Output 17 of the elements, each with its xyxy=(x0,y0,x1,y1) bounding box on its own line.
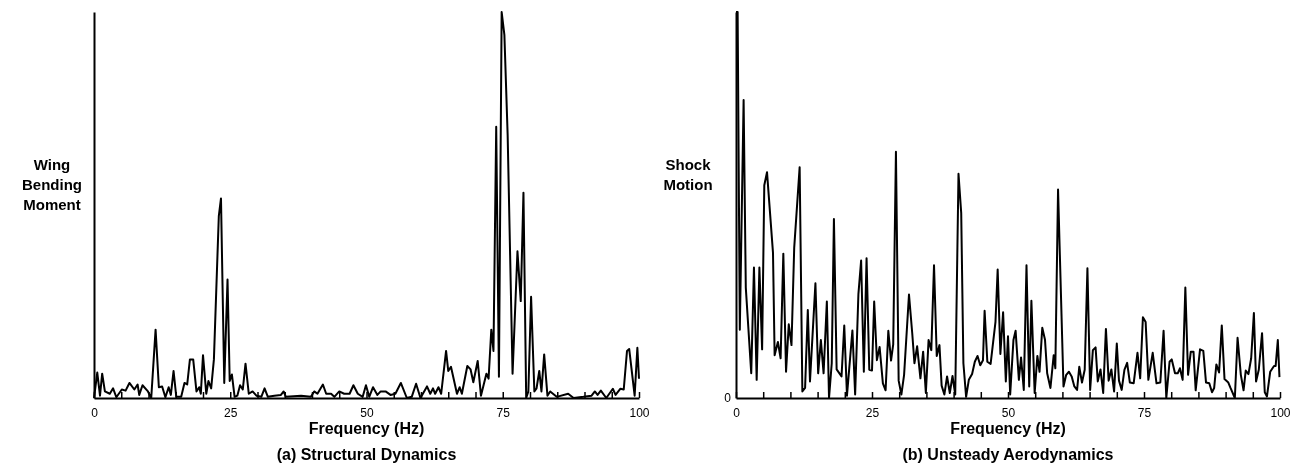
x-tick-label: 25 xyxy=(224,405,238,420)
x-tick-label: 75 xyxy=(1137,405,1152,420)
x-tick-label: 0 xyxy=(91,405,99,420)
x-tick-label: 100 xyxy=(1270,405,1291,420)
x-axis-title: Frequency (Hz) xyxy=(950,420,1066,437)
text: (b) Unsteady Aerodynamics xyxy=(902,446,1114,463)
x-tick-label: 100 xyxy=(629,405,650,420)
x-axis-title: Frequency (Hz) xyxy=(308,420,425,437)
text: (a) Structural Dynamics xyxy=(276,446,457,463)
x-tick-label: 25 xyxy=(865,405,880,420)
text: 0 xyxy=(724,391,732,405)
x-tick-label: 75 xyxy=(496,405,511,420)
y-axis-title: Wing Bending Moment xyxy=(22,156,82,213)
x-tick-label: 50 xyxy=(1001,405,1016,420)
x-tick-label: 0 xyxy=(733,405,741,420)
y-axis-title: Shock Motion xyxy=(663,156,713,193)
x-tick-label: 50 xyxy=(360,405,374,420)
